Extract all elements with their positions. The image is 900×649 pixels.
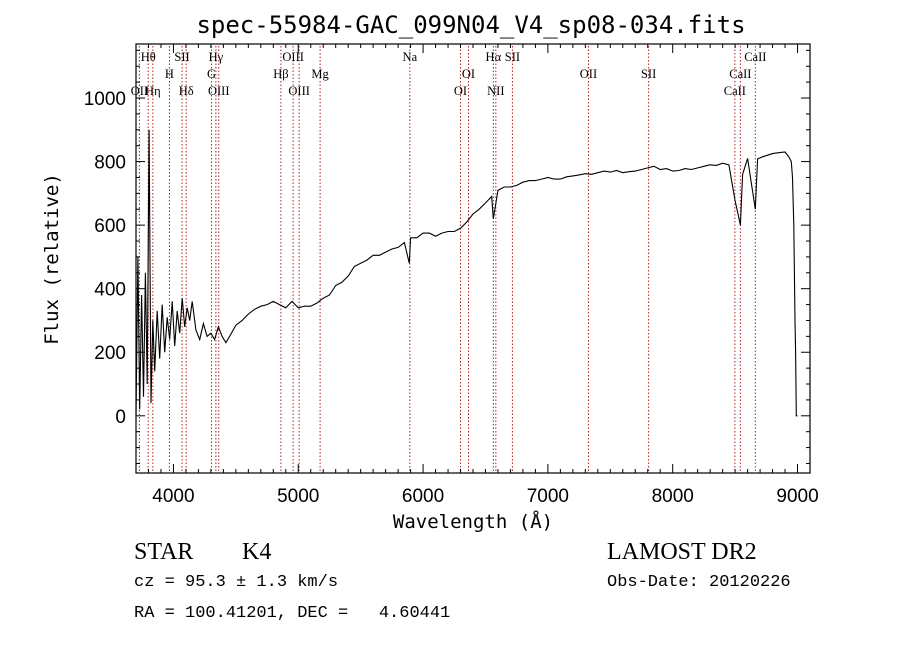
y-tick-label: 800 <box>94 153 126 174</box>
line-label-19: OII <box>580 67 597 81</box>
spectrum-line-0 <box>135 129 798 417</box>
line-label-6: Hγ <box>209 50 224 64</box>
y-tick-label: 200 <box>94 343 126 364</box>
x-tick-label: 5000 <box>277 486 319 507</box>
line-label-22: CaII <box>729 67 751 81</box>
line-label-17: SII <box>505 50 520 64</box>
line-label-14: OI <box>462 67 475 81</box>
ra-dec-coordinates: RA = 100.41201, DEC = 4.60441 <box>134 604 451 623</box>
line-label-1: OII <box>131 84 148 98</box>
line-label-7: G <box>207 67 216 81</box>
x-tick-label: 8000 <box>652 486 694 507</box>
line-label-4: SII <box>174 50 189 64</box>
line-label-23: CaII <box>724 84 746 98</box>
line-label-18: NII <box>487 84 504 98</box>
survey-name: LAMOST DR2 <box>607 539 757 565</box>
line-label-9: OIII <box>282 50 304 64</box>
line-label-5: Hδ <box>179 84 194 98</box>
line-label-21: CaII <box>744 50 766 64</box>
line-label-16: Hα <box>486 50 502 64</box>
line-label-20: SII <box>641 67 656 81</box>
y-tick-label: 0 <box>115 407 126 428</box>
x-tick-label: 7000 <box>527 486 569 507</box>
x-axis: 4000 5000 6000 7000 8000 9000 <box>135 44 819 507</box>
line-label-2: Hη <box>145 84 161 98</box>
x-tick-label: 6000 <box>402 486 444 507</box>
y-tick-label: 600 <box>94 216 126 237</box>
line-label-8: OIII <box>208 84 230 98</box>
object-subclass: K4 <box>242 539 272 565</box>
observation-date: Obs-Date: 20120226 <box>607 573 791 592</box>
line-label-11: OIII <box>288 84 310 98</box>
line-label-12: Mg <box>311 67 329 81</box>
emission-line-markers: HθOIIHηHSIIHδHγGOIIIOIIIHβOIIIMgNaOIOIHα… <box>131 46 766 471</box>
y-axis: 0 200 400 600 800 1000 <box>84 49 810 464</box>
redshift-velocity: cz = 95.3 ± 1.3 km/s <box>134 573 339 592</box>
object-class: STAR <box>134 539 194 565</box>
spectrum-series <box>135 129 798 417</box>
line-label-10: Hβ <box>273 67 288 81</box>
x-axis-label: Wavelength (Å) <box>393 510 553 533</box>
line-label-3: H <box>165 67 174 81</box>
line-label-15: OI <box>454 84 467 98</box>
y-axis-label: Flux (relative) <box>41 173 63 345</box>
x-tick-label: 4000 <box>152 486 194 507</box>
y-tick-label: 1000 <box>84 89 126 110</box>
plot-frame <box>135 43 811 474</box>
line-label-0: Hθ <box>141 50 156 64</box>
y-tick-label: 400 <box>94 280 126 301</box>
chart-title: spec-55984-GAC_099N04_V4_sp08-034.fits <box>196 11 745 39</box>
line-label-13: Na <box>403 50 418 64</box>
x-tick-label: 9000 <box>776 486 818 507</box>
